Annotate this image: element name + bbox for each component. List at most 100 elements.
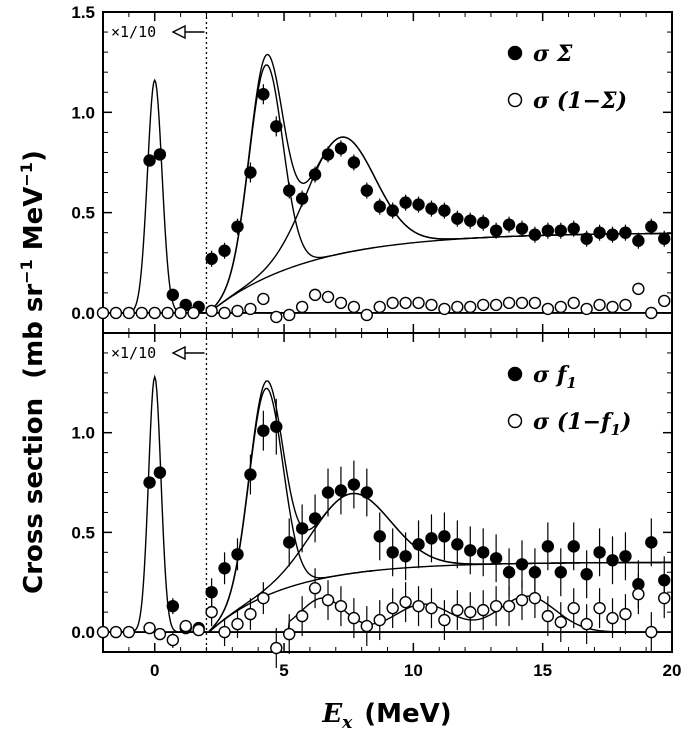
data-point-open: [192, 623, 205, 637]
data-point-filled: [425, 202, 438, 215]
data-point-filled: [464, 214, 477, 227]
data-point-filled: [153, 466, 167, 479]
data-point-filled: [606, 554, 619, 567]
data-point-filled: [399, 550, 412, 563]
fit-peak1-curve: [208, 387, 375, 632]
data-point-filled: [593, 226, 606, 239]
data-point-filled: [334, 484, 348, 497]
data-point-open: [96, 625, 110, 639]
data-point-open: [632, 282, 645, 296]
data-point-open: [283, 308, 296, 322]
data-point-open: [515, 593, 529, 607]
data-point-filled: [489, 224, 503, 237]
data-point-filled: [438, 530, 451, 543]
data-point-filled: [464, 544, 477, 557]
data-point-open: [528, 296, 542, 310]
data-point-filled: [399, 196, 412, 209]
x-tick-label: 5: [279, 661, 288, 680]
data-point-filled: [451, 538, 464, 551]
data-point-filled: [244, 468, 257, 481]
data-point-filled: [412, 538, 425, 551]
data-point-open: [218, 306, 231, 320]
data-point-filled: [489, 552, 503, 565]
x-tick-label: 10: [404, 661, 423, 680]
scale-arrow-head: [171, 345, 186, 361]
data-point-filled: [373, 530, 386, 543]
data-point-open: [161, 306, 174, 320]
fit-minor-peaks-curve: [284, 595, 672, 633]
data-point-filled: [580, 568, 593, 581]
data-point-open: [528, 591, 542, 605]
data-point-open: [321, 290, 335, 304]
data-point-open: [360, 619, 374, 633]
data-point-open: [109, 625, 123, 639]
data-point-open: [283, 627, 296, 641]
data-point-open: [174, 306, 187, 320]
plot-frame: [102, 11, 673, 334]
fit-total-curve: [208, 380, 672, 632]
data-point-filled: [619, 226, 632, 239]
data-point-open: [645, 625, 658, 639]
data-point-open: [425, 601, 438, 615]
y-tick-label: 0.0: [71, 623, 95, 642]
data-point-open: [122, 306, 136, 320]
legend-marker-filled: [507, 366, 523, 382]
data-point-filled: [554, 224, 567, 237]
data-point-open: [244, 607, 257, 621]
data-point-open: [554, 300, 567, 314]
data-point-open: [321, 593, 335, 607]
data-point-filled: [205, 585, 218, 599]
data-point-open: [205, 605, 218, 619]
data-point-filled: [645, 220, 658, 233]
scale-annotation: ×1/10: [111, 23, 156, 41]
data-point-open: [541, 609, 555, 623]
data-point-open: [244, 302, 257, 316]
data-point-open: [645, 306, 658, 320]
data-point-open: [412, 296, 425, 310]
x-tick-label: 0: [150, 661, 159, 680]
data-point-open: [373, 613, 386, 627]
y-tick-label: 0.5: [71, 523, 95, 542]
data-point-open: [308, 288, 322, 302]
data-point-open: [658, 294, 671, 308]
data-point-filled: [143, 476, 156, 489]
data-point-open: [489, 599, 503, 613]
data-point-filled: [334, 142, 348, 155]
data-point-filled: [205, 252, 218, 265]
data-point-filled: [244, 166, 257, 179]
data-point-filled: [386, 546, 399, 559]
legend-label: σ Σ: [533, 41, 573, 67]
data-point-open: [257, 292, 270, 306]
data-point-open: [399, 595, 412, 609]
data-point-open: [606, 611, 619, 625]
data-point-open: [580, 302, 593, 316]
data-point-filled: [528, 566, 542, 579]
legend-marker-filled: [507, 45, 523, 61]
data-point-filled: [295, 192, 309, 205]
data-point-filled: [270, 120, 283, 133]
data-point-open: [476, 298, 490, 312]
data-point-filled: [166, 288, 180, 302]
data-point-filled: [412, 198, 425, 211]
data-point-open: [96, 306, 110, 320]
data-point-open: [386, 601, 399, 615]
data-point-filled: [438, 204, 451, 217]
data-point-open: [153, 627, 167, 641]
data-point-open: [451, 300, 464, 314]
data-point-filled: [295, 522, 309, 535]
data-point-filled: [308, 168, 322, 181]
data-point-open: [218, 625, 231, 639]
data-point-filled: [515, 558, 529, 571]
data-point-filled: [554, 566, 567, 579]
data-point-filled: [658, 232, 671, 245]
data-point-filled: [283, 536, 296, 549]
data-point-open: [502, 296, 516, 310]
data-point-open: [122, 625, 136, 639]
scale-annotation: ×1/10: [111, 344, 156, 362]
data-point-open: [464, 300, 477, 314]
data-point-filled: [347, 478, 361, 491]
data-point-filled: [541, 540, 555, 553]
data-point-open: [187, 306, 200, 320]
data-point-open: [567, 601, 580, 615]
